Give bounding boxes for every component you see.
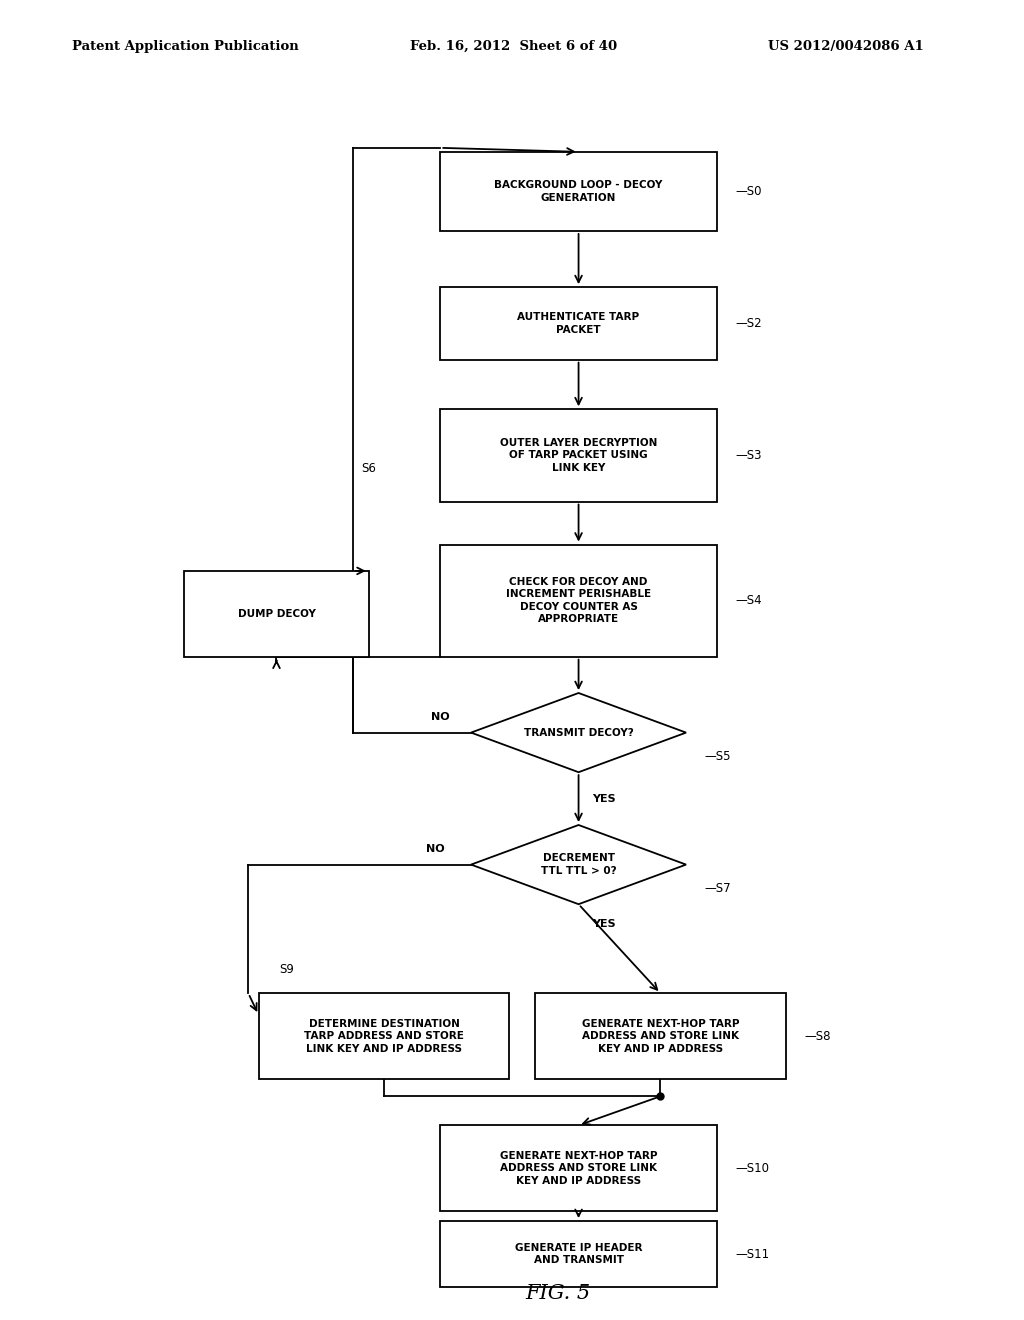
Text: —S0: —S0: [735, 185, 762, 198]
Text: —S2: —S2: [735, 317, 762, 330]
Bar: [184, 570, 369, 656]
Text: NO: NO: [431, 711, 450, 722]
Bar: [535, 993, 786, 1080]
Text: S6: S6: [361, 462, 377, 475]
Bar: [440, 544, 717, 656]
Text: Patent Application Publication: Patent Application Publication: [72, 40, 298, 53]
Text: DECREMENT
TTL TTL > 0?: DECREMENT TTL TTL > 0?: [541, 854, 616, 875]
Text: YES: YES: [592, 793, 616, 804]
Bar: [440, 1221, 717, 1287]
Text: —S11: —S11: [735, 1247, 769, 1261]
Text: Feb. 16, 2012  Sheet 6 of 40: Feb. 16, 2012 Sheet 6 of 40: [410, 40, 616, 53]
Text: —S3: —S3: [735, 449, 762, 462]
Text: YES: YES: [592, 919, 616, 929]
Polygon shape: [471, 693, 686, 772]
Text: DUMP DECOY: DUMP DECOY: [238, 609, 315, 619]
Bar: [440, 409, 717, 502]
Text: US 2012/0042086 A1: US 2012/0042086 A1: [768, 40, 924, 53]
Polygon shape: [471, 825, 686, 904]
Bar: [258, 993, 510, 1080]
Text: GENERATE IP HEADER
AND TRANSMIT: GENERATE IP HEADER AND TRANSMIT: [515, 1243, 642, 1265]
Text: —S7: —S7: [705, 882, 731, 895]
Text: —S10: —S10: [735, 1162, 769, 1175]
Text: FIG. 5: FIG. 5: [525, 1284, 591, 1303]
Text: DETERMINE DESTINATION
TARP ADDRESS AND STORE
LINK KEY AND IP ADDRESS: DETERMINE DESTINATION TARP ADDRESS AND S…: [304, 1019, 464, 1053]
Text: NO: NO: [426, 843, 444, 854]
Text: CHECK FOR DECOY AND
INCREMENT PERISHABLE
DECOY COUNTER AS
APPROPRIATE: CHECK FOR DECOY AND INCREMENT PERISHABLE…: [506, 577, 651, 624]
Text: GENERATE NEXT-HOP TARP
ADDRESS AND STORE LINK
KEY AND IP ADDRESS: GENERATE NEXT-HOP TARP ADDRESS AND STORE…: [500, 1151, 657, 1185]
Bar: [440, 286, 717, 359]
Bar: [440, 1125, 717, 1212]
Text: —S8: —S8: [805, 1030, 830, 1043]
Text: S9: S9: [279, 964, 294, 975]
Text: TRANSMIT DECOY?: TRANSMIT DECOY?: [523, 727, 634, 738]
Text: —S4: —S4: [735, 594, 762, 607]
Text: AUTHENTICATE TARP
PACKET: AUTHENTICATE TARP PACKET: [517, 313, 640, 334]
Text: —S5: —S5: [705, 750, 731, 763]
Text: GENERATE NEXT-HOP TARP
ADDRESS AND STORE LINK
KEY AND IP ADDRESS: GENERATE NEXT-HOP TARP ADDRESS AND STORE…: [582, 1019, 739, 1053]
Text: OUTER LAYER DECRYPTION
OF TARP PACKET USING
LINK KEY: OUTER LAYER DECRYPTION OF TARP PACKET US…: [500, 438, 657, 473]
Bar: [440, 152, 717, 231]
Text: BACKGROUND LOOP - DECOY
GENERATION: BACKGROUND LOOP - DECOY GENERATION: [495, 181, 663, 202]
